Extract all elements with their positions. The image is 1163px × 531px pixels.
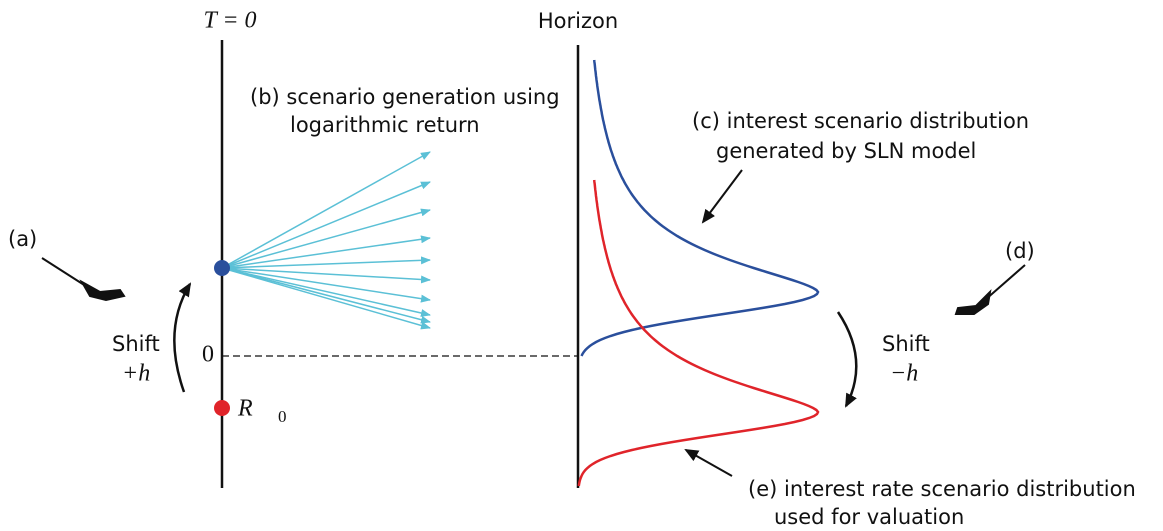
r0-point [214, 400, 230, 416]
scenario-arrow [221, 256, 431, 269]
t0-label: T = 0 [203, 8, 256, 34]
scenario-arrow [221, 208, 431, 269]
scenario-arrow [221, 267, 431, 330]
arrow-c [701, 169, 743, 224]
r-label: R [237, 396, 253, 422]
scenario-arrow [221, 181, 431, 269]
valuation-distribution [577, 179, 820, 487]
r-subscript: 0 [278, 407, 287, 426]
scenario-arrow [221, 235, 431, 269]
label-a: (a) [8, 227, 37, 251]
shift-right-amount: −h [890, 361, 918, 387]
hand-d [954, 289, 992, 315]
label-c: (c) interest scenario distribution [692, 109, 1029, 133]
horizon-label: Horizon [538, 9, 618, 33]
scenario-arrow [221, 267, 431, 324]
shifted-point [214, 260, 230, 276]
label-b: (b) scenario generation using [250, 85, 560, 109]
label-d: (d) [1005, 239, 1035, 263]
shift-down-arrow [836, 311, 858, 408]
shift-up-arrow [173, 282, 192, 393]
scenario-arrow [221, 267, 431, 303]
label-e: used for valuation [774, 505, 964, 529]
zero-label: 0 [202, 342, 214, 368]
label-b: logarithmic return [290, 113, 480, 137]
scenario-fan [221, 151, 431, 330]
scenario-arrow [221, 267, 431, 317]
pointer-d [984, 264, 1026, 301]
pointers [41, 169, 1026, 477]
label-e: (e) interest rate scenario distribution [748, 477, 1136, 501]
scenario-arrow [221, 151, 431, 269]
arrow-e [684, 449, 733, 477]
hand-a [79, 279, 126, 302]
sln-distribution [580, 59, 820, 357]
shift-left: Shift [112, 332, 160, 356]
shift-right: Shift [882, 332, 930, 356]
scenario-arrow [221, 267, 431, 284]
shift-left-amount: +h [122, 361, 150, 387]
label-c: generated by SLN model [716, 139, 976, 163]
